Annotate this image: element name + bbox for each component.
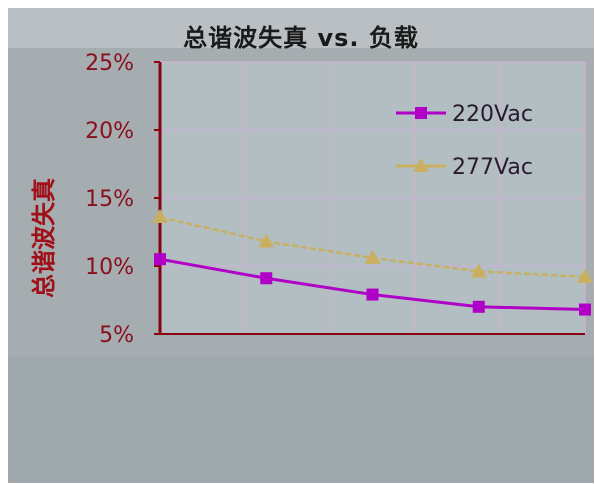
legend-label-277Vac: 277Vac — [452, 155, 533, 180]
y-tick-label-4: 5% — [99, 323, 134, 348]
y-tick-labels: 25% 20% 15% 10% 5% — [85, 51, 160, 348]
point-220Vac-2 — [366, 288, 379, 301]
y-tick-label-2: 15% — [85, 187, 134, 212]
lower-band — [8, 356, 594, 483]
point-220Vac-1 — [260, 272, 273, 285]
y-tick-label-0: 25% — [85, 51, 134, 76]
title-bar: 总谐波失真 vs. 负载 — [8, 8, 594, 52]
y-axis-label: 总谐波失真 — [30, 178, 58, 298]
chart-title: 总谐波失真 vs. 负载 — [183, 24, 419, 52]
point-277Vac-3 — [470, 263, 487, 278]
legend: 220Vac 277Vac — [396, 102, 533, 180]
point-277Vac-0 — [152, 209, 168, 224]
legend-marker-277Vac — [413, 158, 429, 172]
point-277Vac-1 — [258, 233, 275, 248]
legend-marker-220Vac — [415, 107, 427, 119]
point-220Vac-0 — [154, 253, 166, 266]
point-277Vac-2 — [364, 249, 381, 264]
point-220Vac-3 — [472, 300, 485, 313]
legend-label-220Vac: 220Vac — [452, 102, 533, 127]
point-220Vac-4 — [579, 303, 591, 316]
point-277Vac-4 — [577, 268, 593, 283]
y-tick-label-3: 10% — [85, 255, 134, 280]
series-layer — [152, 209, 593, 316]
y-tick-label-1: 20% — [85, 119, 134, 144]
